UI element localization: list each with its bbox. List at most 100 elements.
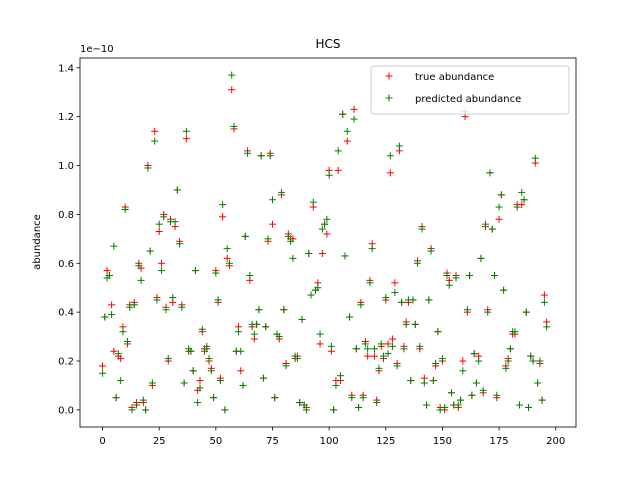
data-point [305,249,313,257]
data-point [543,323,551,331]
data-point [334,147,342,155]
data-point [525,403,533,411]
data-point [171,218,179,226]
data-point [348,394,356,402]
x-tick-label: 50 [209,436,222,447]
data-point [146,247,154,255]
data-point [434,328,442,336]
data-point [264,235,272,243]
data-point [395,142,403,150]
data-point [416,342,424,350]
data-point [355,403,363,411]
data-point [497,191,505,199]
data-point [391,279,399,287]
data-point [468,391,476,399]
legend-marker [385,72,393,80]
data-point [393,362,401,370]
data-point [189,367,197,375]
data-point [268,196,276,204]
y-tick-label: 0.2 [58,357,74,368]
data-point [400,345,408,353]
data-point [491,271,499,279]
data-point [210,394,218,402]
data-point [359,394,367,402]
data-point [191,267,199,275]
y-tick-label: 0.4 [58,308,74,319]
data-point [282,362,290,370]
data-point [196,384,204,392]
data-point [155,220,163,228]
data-point [454,401,462,409]
data-point [443,271,451,279]
data-point [411,320,419,328]
data-point [289,254,297,262]
data-point [101,313,109,321]
data-point [420,379,428,387]
data-point [246,271,254,279]
data-point [314,284,322,292]
y-tick-label: 0.8 [58,210,74,221]
x-tick-label: 125 [376,436,395,447]
data-point [380,352,388,360]
plot-background [80,58,576,427]
data-point [225,259,233,267]
data-point [325,171,333,179]
data-point [370,345,378,353]
data-point [309,198,317,206]
x-tick-label: 100 [320,436,339,447]
data-point [169,293,177,301]
data-point [515,401,523,409]
x-tick-label: 25 [153,436,166,447]
data-point [268,220,276,228]
data-point [361,340,369,348]
data-point [108,311,116,319]
data-point [144,164,152,172]
data-point [275,333,283,341]
data-point [121,206,129,214]
data-point [164,355,172,363]
data-point [221,406,229,414]
data-point [271,394,279,402]
legend-label: predicted abundance [415,94,521,105]
data-point [205,355,213,363]
data-point [418,225,426,233]
data-point [357,301,365,309]
data-point [228,86,236,94]
axis-ticks: 0 25 50 75 100 125 150 175 200 0.0 0.2 0.4 0.6 0.8 1.0… [58,63,565,447]
data-point [126,303,134,311]
data-point [332,381,340,389]
data-point [255,306,263,314]
data-point [284,232,292,240]
data-point [239,381,247,389]
legend: true abundance predicted abundance [370,65,570,115]
data-point [139,396,147,404]
data-point [436,406,444,414]
data-point [518,188,526,196]
data-point [432,359,440,367]
data-point [366,279,374,287]
data-point [409,296,417,304]
data-point [148,379,156,387]
data-point [441,403,449,411]
data-point [407,377,415,385]
data-point [452,274,460,282]
data-point [151,127,159,135]
data-point [212,269,220,277]
data-point [330,406,338,414]
data-point [117,377,125,385]
data-point [425,296,433,304]
data-point [110,347,118,355]
data-point [182,127,190,135]
data-point [538,396,546,404]
data-point [296,399,304,407]
data-point [343,137,351,145]
data-markers [99,71,551,414]
data-point [429,377,437,385]
data-point [343,127,351,135]
data-point [506,345,514,353]
data-point [99,362,107,370]
data-point [182,135,190,143]
data-point [237,367,245,375]
data-point [280,306,288,314]
